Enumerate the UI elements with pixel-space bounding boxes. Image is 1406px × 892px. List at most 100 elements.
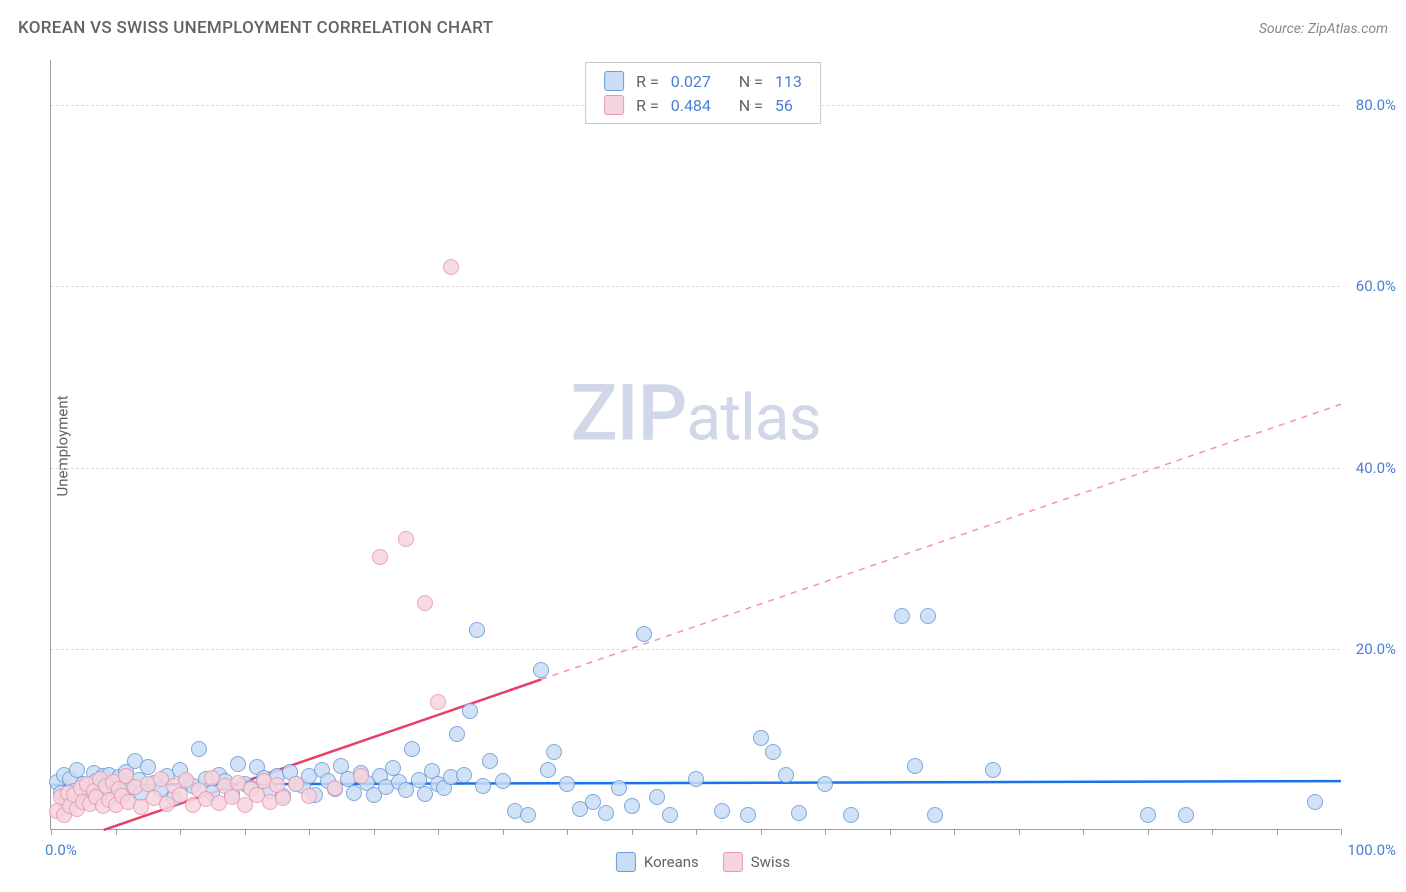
legend-row: R =0.027N =113 <box>604 69 802 93</box>
legend-swatch <box>604 95 624 115</box>
data-point <box>372 549 388 565</box>
ytick-label: 20.0% <box>1356 640 1396 658</box>
data-point <box>598 805 614 821</box>
data-point <box>817 776 833 792</box>
gridline <box>51 468 1340 469</box>
data-point <box>417 595 433 611</box>
data-point <box>636 626 652 642</box>
xtick-mark <box>309 829 310 835</box>
series-legend-item: Swiss <box>723 852 790 872</box>
data-point <box>753 730 769 746</box>
xtick-mark <box>1148 829 1149 835</box>
data-point <box>533 662 549 678</box>
xtick-mark <box>567 829 568 835</box>
data-point <box>520 807 536 823</box>
data-point <box>611 780 627 796</box>
data-point <box>140 759 156 775</box>
data-point <box>495 773 511 789</box>
xtick-mark <box>1277 829 1278 835</box>
data-point <box>482 753 498 769</box>
xtick-mark <box>438 829 439 835</box>
trend-lines-layer <box>51 60 1340 829</box>
data-point <box>353 768 369 784</box>
xtick-mark <box>116 829 117 835</box>
data-point <box>469 622 485 638</box>
xtick-mark <box>1212 829 1213 835</box>
trendline-dashed <box>541 404 1341 679</box>
plot-area: ZIPatlas 20.0%40.0%60.0%80.0%0.0%100.0% <box>50 60 1340 830</box>
data-point <box>927 807 943 823</box>
data-point <box>191 741 207 757</box>
legend-swatch <box>604 71 624 91</box>
data-point <box>791 805 807 821</box>
data-point <box>475 778 491 794</box>
series-legend: Koreans Swiss <box>616 852 790 872</box>
xtick-label-left: 0.0% <box>45 841 77 859</box>
data-point <box>985 762 1001 778</box>
series-legend-item: Koreans <box>616 852 699 872</box>
data-point <box>1140 807 1156 823</box>
correlation-legend: R =0.027N =113R =0.484N =56 <box>585 62 821 124</box>
xtick-mark <box>1083 829 1084 835</box>
data-point <box>1178 807 1194 823</box>
data-point <box>546 744 562 760</box>
data-point <box>430 694 446 710</box>
legend-n-label: N = <box>739 96 763 115</box>
data-point <box>714 803 730 819</box>
legend-r-value: 0.484 <box>671 96 727 115</box>
xtick-mark <box>825 829 826 835</box>
data-point <box>894 608 910 624</box>
data-point <box>688 771 704 787</box>
legend-r-value: 0.027 <box>671 72 727 91</box>
xtick-mark <box>51 829 52 835</box>
data-point <box>624 798 640 814</box>
xtick-mark <box>374 829 375 835</box>
data-point <box>404 741 420 757</box>
xtick-mark <box>1019 829 1020 835</box>
series-legend-label: Swiss <box>751 853 790 871</box>
xtick-mark <box>954 829 955 835</box>
xtick-mark <box>1341 829 1342 835</box>
legend-n-value: 56 <box>775 96 793 115</box>
data-point <box>649 789 665 805</box>
data-point <box>288 776 304 792</box>
xtick-mark <box>761 829 762 835</box>
xtick-mark <box>180 829 181 835</box>
legend-swatch <box>616 852 636 872</box>
data-point <box>920 608 936 624</box>
data-point <box>778 767 794 783</box>
data-point <box>843 807 859 823</box>
gridline <box>51 286 1340 287</box>
data-point <box>540 762 556 778</box>
ytick-label: 80.0% <box>1356 96 1396 114</box>
xtick-mark <box>503 829 504 835</box>
legend-r-label: R = <box>636 96 659 115</box>
chart-title: KOREAN VS SWISS UNEMPLOYMENT CORRELATION… <box>18 18 493 38</box>
legend-n-label: N = <box>739 72 763 91</box>
data-point <box>907 758 923 774</box>
xtick-mark <box>245 829 246 835</box>
data-point <box>765 744 781 760</box>
ytick-label: 40.0% <box>1356 459 1396 477</box>
legend-swatch <box>723 852 743 872</box>
data-point <box>1307 794 1323 810</box>
ytick-label: 60.0% <box>1356 277 1396 295</box>
legend-r-label: R = <box>636 72 659 91</box>
xtick-mark <box>632 829 633 835</box>
data-point <box>662 807 678 823</box>
data-point <box>740 807 756 823</box>
xtick-label-right: 100.0% <box>1347 841 1396 859</box>
xtick-mark <box>696 829 697 835</box>
legend-row: R = 0.484 N = 56 <box>604 93 802 117</box>
series-legend-label: Koreans <box>644 853 699 871</box>
source-label: Source: ZipAtlas.com <box>1259 21 1388 37</box>
data-point <box>301 788 317 804</box>
xtick-mark <box>890 829 891 835</box>
data-point <box>230 756 246 772</box>
data-point <box>559 776 575 792</box>
chart-header: KOREAN VS SWISS UNEMPLOYMENT CORRELATION… <box>18 18 1388 38</box>
data-point <box>398 531 414 547</box>
data-point <box>456 767 472 783</box>
data-point <box>327 780 343 796</box>
data-point <box>462 703 478 719</box>
